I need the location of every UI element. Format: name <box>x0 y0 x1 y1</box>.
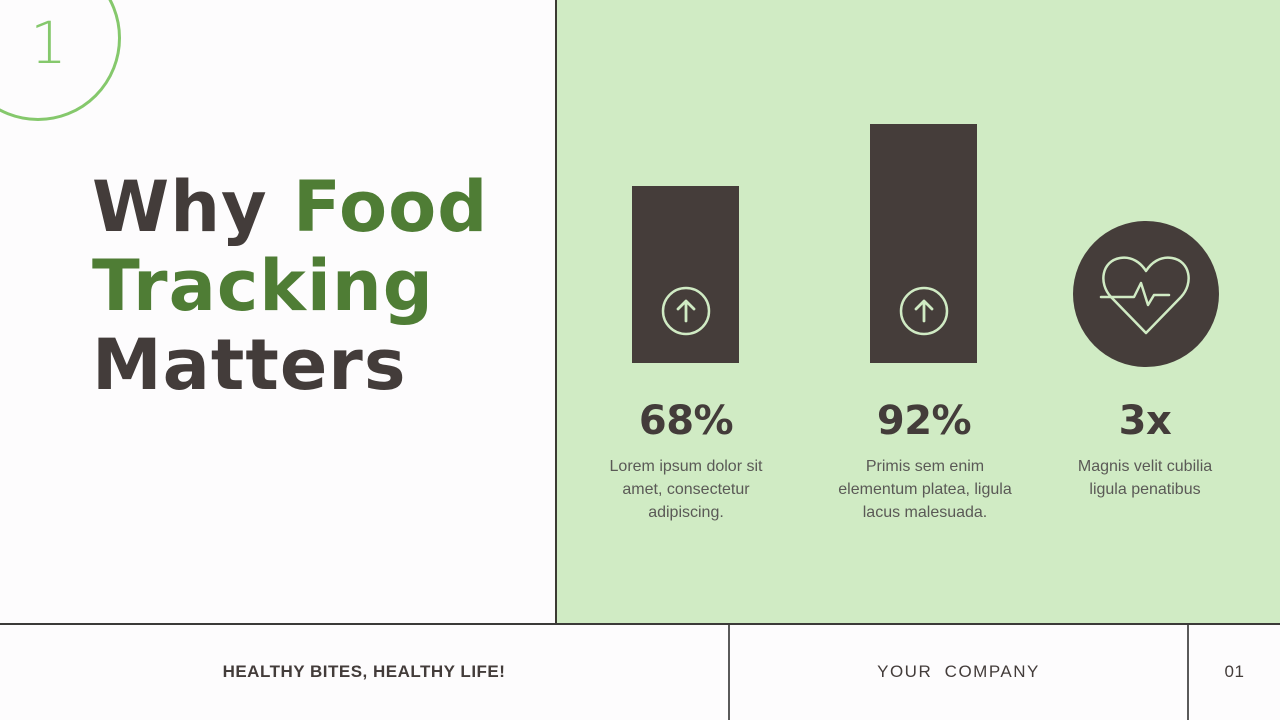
stat-bar-92 <box>870 124 977 363</box>
stat-description-3: Magnis velit cubilia ligula penatibus <box>1077 458 1213 498</box>
arrow-up-circle-icon <box>661 286 711 336</box>
title-food: Food <box>293 166 489 248</box>
stat-description-1: Lorem ipsum dolor sit amet, consectetur … <box>609 458 763 521</box>
footer-page-number: 01 <box>1224 662 1245 681</box>
footer-divider-2 <box>1187 625 1189 720</box>
heart-pulse-icon <box>1099 256 1190 335</box>
slide-title: Why Food Tracking Matters <box>92 168 488 405</box>
heart-circle <box>1073 221 1219 367</box>
left-panel: 1 Why Food Tracking Matters <box>0 0 555 623</box>
title-matters: Matters <box>92 324 407 406</box>
arrow-up-circle-icon <box>899 286 949 336</box>
stat-value-1: 68% <box>638 398 734 444</box>
footer-top-border <box>0 623 1280 625</box>
footer-divider-1 <box>728 625 730 720</box>
stat-description-2: Primis sem enim elementum platea, ligula… <box>838 458 1012 521</box>
footer <box>0 625 1280 720</box>
title-tracking: Tracking <box>92 245 434 327</box>
slide-number: 1 <box>30 9 67 77</box>
footer-tagline: HEALTHY BITES, HEALTHY LIFE! <box>222 662 506 681</box>
vertical-divider <box>555 0 557 624</box>
stat-value-3: 3x <box>1118 398 1172 444</box>
footer-company: YOUR COMPANY <box>877 662 1040 681</box>
stat-value-2: 92% <box>876 398 972 444</box>
title-why: Why <box>92 166 294 248</box>
stat-bar-68 <box>632 186 739 363</box>
